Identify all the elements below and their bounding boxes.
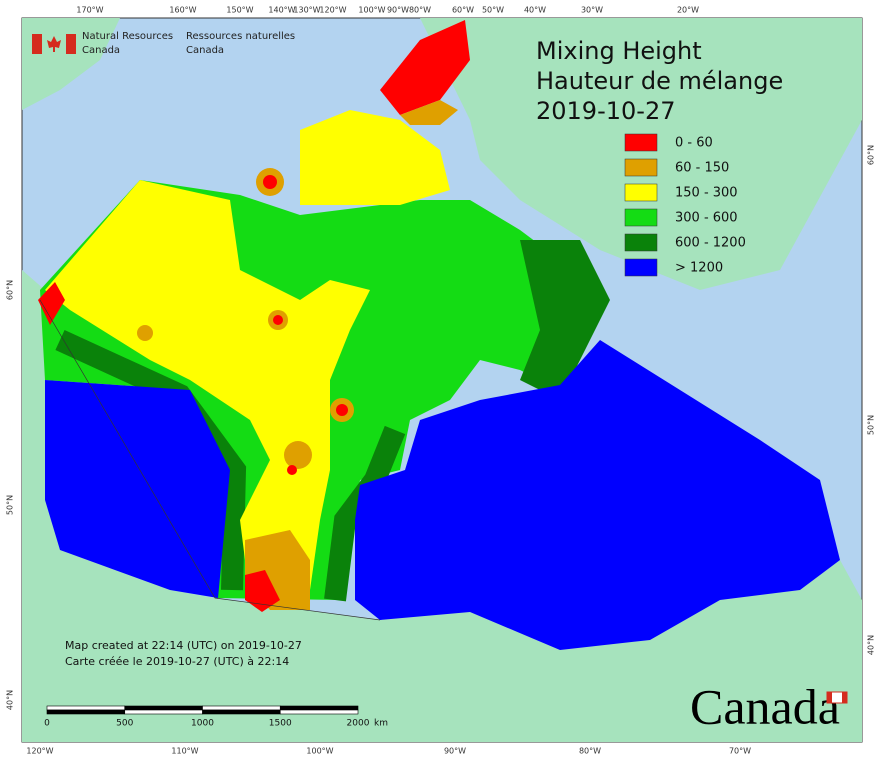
- wordmark-flag-bar: [842, 692, 847, 703]
- lon-label: 80°W: [579, 747, 601, 756]
- lat-label: 60°N: [6, 280, 15, 300]
- lon-label: 20°W: [677, 6, 699, 15]
- legend-label: 0 - 60: [675, 136, 713, 151]
- lon-label: 130°W: [293, 6, 320, 15]
- lon-label: 70°W: [729, 747, 751, 756]
- spot-orange: [284, 441, 312, 469]
- wordmark: Canada: [690, 678, 848, 734]
- lon-label: 120°W: [319, 6, 346, 15]
- scale-segment: [279, 705, 359, 711]
- lon-label: 60°W: [452, 6, 474, 15]
- border: [39, 299, 381, 621]
- zone-orange-north: [400, 100, 458, 125]
- legend-swatch: [624, 233, 658, 252]
- legend-swatch: [624, 183, 658, 202]
- land: [22, 18, 862, 742]
- flag-bar: [32, 34, 42, 54]
- spot-red: [287, 465, 297, 475]
- org-fr: Canada: [186, 45, 224, 56]
- legend-label: 60 - 150: [675, 161, 729, 176]
- spot-red: [336, 404, 348, 416]
- legend-swatch: [624, 133, 658, 152]
- legend-swatch: [624, 258, 658, 277]
- lat-label: 60°N: [867, 145, 876, 165]
- spot-orange: [137, 325, 153, 341]
- arctic-islands: [300, 110, 450, 205]
- lat-label: 40°N: [6, 690, 15, 710]
- note: Carte créée le 2019-10-27 (UTC) à 22:14: [65, 655, 289, 668]
- flag-bar: [66, 34, 76, 54]
- lat-label: 40°N: [867, 635, 876, 655]
- dynamic: 0 - 60 60 - 150 150 - 300 300 - 600 600 - 12…: [6, 6, 876, 756]
- lon-label: 100°W: [306, 747, 333, 756]
- lon-label: 140°W: [268, 6, 295, 15]
- usa: [22, 270, 862, 742]
- title: Hauteur de mélange: [536, 67, 783, 95]
- lon-label: 80°W: [409, 6, 431, 15]
- lon-label: 30°W: [581, 6, 603, 15]
- zone-yellow: [45, 180, 370, 600]
- scale-segment: [202, 705, 281, 711]
- legend-swatch: [624, 158, 658, 177]
- lon-label: 40°W: [524, 6, 546, 15]
- lon-label: 110°W: [171, 747, 198, 756]
- zone-red-prairie: [245, 570, 280, 612]
- scale-label: 2000: [347, 719, 370, 729]
- org-fr: Ressources naturelles: [186, 31, 295, 42]
- org-en: Natural Resources: [82, 31, 173, 42]
- scale-segment: [124, 709, 203, 715]
- scale-segment: [202, 709, 281, 715]
- note: Map created at 22:14 (UTC) on 2019-10-27: [65, 639, 302, 652]
- scale-segment: [46, 705, 126, 711]
- wordmark-flag-bar: [827, 692, 832, 703]
- flag-leaf: [47, 36, 61, 52]
- legend-label: > 1200: [675, 261, 723, 276]
- lon-label: 90°W: [444, 747, 466, 756]
- legend-label: 150 - 300: [675, 186, 738, 201]
- zone-blue-east: [355, 340, 840, 650]
- lon-label: 90°W: [387, 6, 409, 15]
- logo: Natural Resources Canada Ressources natu…: [32, 31, 295, 56]
- legend-label: 600 - 1200: [675, 236, 746, 251]
- siberia: [22, 18, 120, 110]
- zone-blue-west: [45, 380, 230, 598]
- org-en: Canada: [82, 45, 120, 56]
- zone-darkgreen-labrador: [520, 240, 610, 400]
- legend-swatch: [624, 208, 658, 227]
- scale-segment: [279, 709, 359, 715]
- scale-label: 500: [116, 719, 133, 729]
- zone-red-yukon: [38, 282, 65, 325]
- scale-label: 1500: [269, 719, 292, 729]
- greenland: [420, 18, 862, 290]
- scale-label: 0: [44, 719, 50, 729]
- lat-label: 50°N: [867, 415, 876, 435]
- spot-red: [273, 315, 283, 325]
- legend-label: 300 - 600: [675, 211, 738, 226]
- lon-label: 170°W: [76, 6, 103, 15]
- lon-label: 150°W: [226, 6, 253, 15]
- lon-label: 160°W: [169, 6, 196, 15]
- lon-label: 120°W: [26, 747, 53, 756]
- spot-red: [263, 175, 277, 189]
- scale-label: 1000: [191, 719, 214, 729]
- lon-label: 50°W: [482, 6, 504, 15]
- lon-label: 100°W: [358, 6, 385, 15]
- lat-label: 50°N: [6, 495, 15, 515]
- title: Mixing Height: [536, 37, 702, 65]
- scale-unit: km: [374, 719, 388, 729]
- scale-segment: [46, 709, 126, 715]
- wordmark-text: Canada: [690, 678, 840, 734]
- scale-segment: [124, 705, 203, 711]
- title: 2019-10-27: [536, 97, 675, 125]
- zone-red-ellesmere: [380, 20, 470, 115]
